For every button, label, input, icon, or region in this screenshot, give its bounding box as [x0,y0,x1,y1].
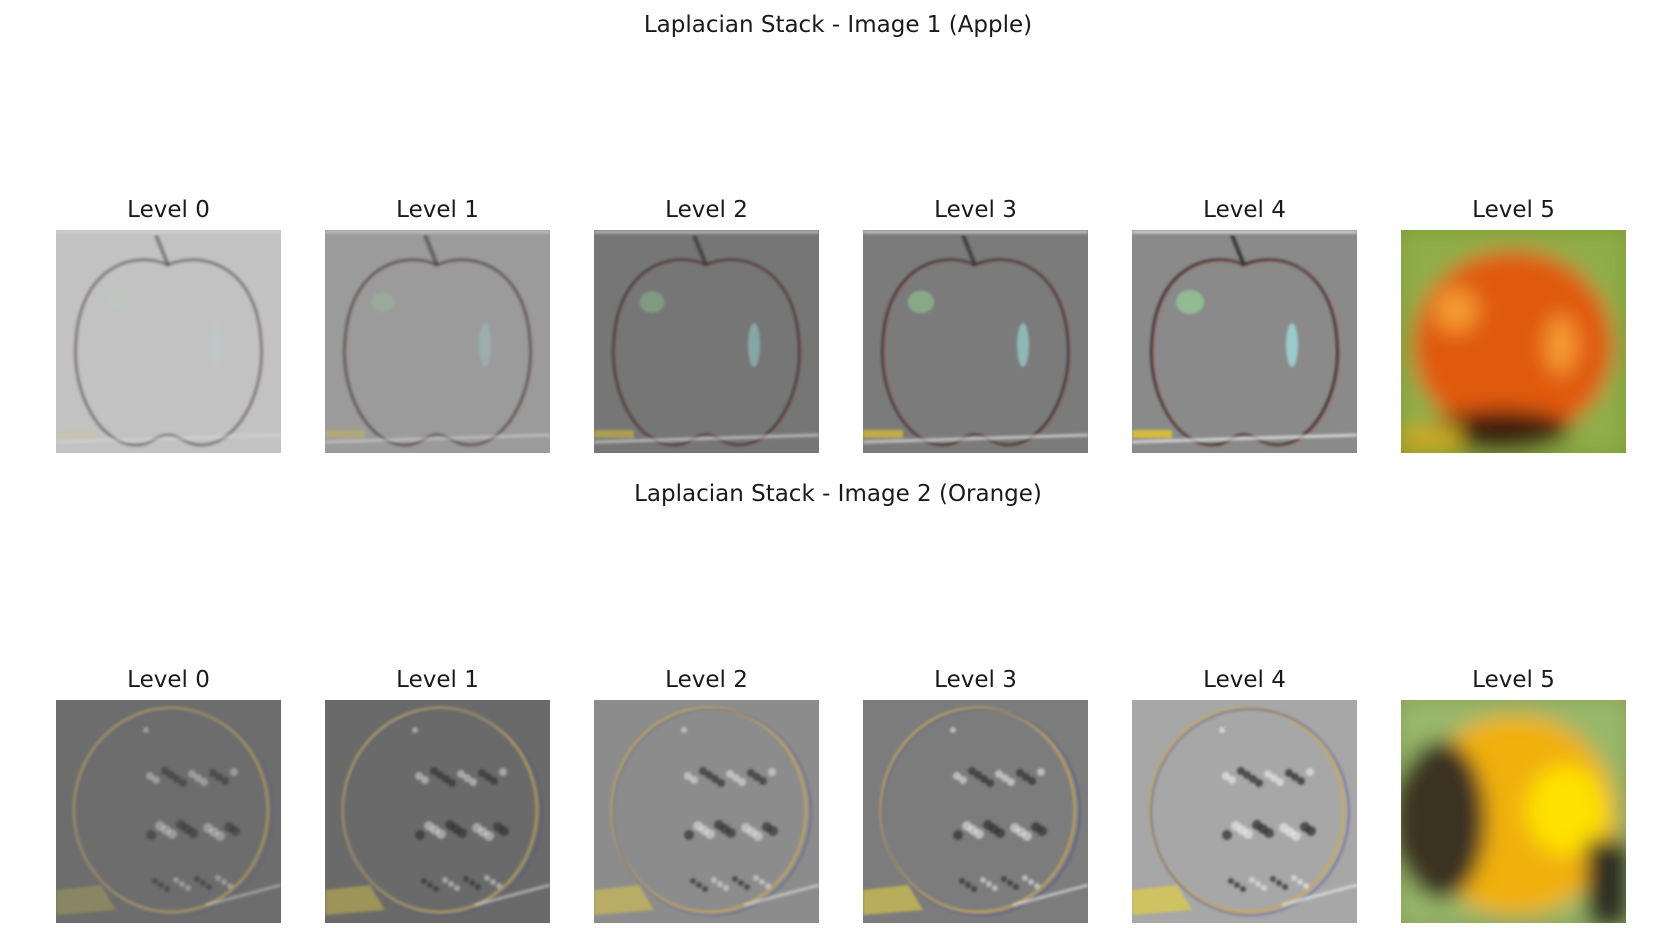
orange-level-image [863,700,1088,923]
apple-level-image [863,230,1088,453]
apple-level-image [1132,230,1357,453]
panel-title: Level 4 [1203,197,1286,223]
panel-title: Level 2 [665,667,748,693]
orange-level-image [325,700,550,923]
apple-level-image [1401,230,1626,453]
orange-level-image [1401,700,1626,923]
panel-title: Level 0 [127,667,210,693]
panel-title: Level 1 [396,197,479,223]
apple-level-image [594,230,819,453]
panel-title: Level 2 [665,197,748,223]
panel-title: Level 5 [1472,197,1555,223]
figure-title-apple: Laplacian Stack - Image 1 (Apple) [643,12,1033,38]
orange-level-image [1132,700,1357,923]
apple-level-image [325,230,550,453]
orange-level-image [594,700,819,923]
panel-title: Level 4 [1203,667,1286,693]
panel-title: Level 3 [934,197,1017,223]
panel-title: Level 3 [934,667,1017,693]
figure-title-orange: Laplacian Stack - Image 2 (Orange) [634,481,1042,507]
orange-level-image [56,700,281,923]
apple-level-image [56,230,281,453]
panel-title: Level 0 [127,197,210,223]
panel-title: Level 5 [1472,667,1555,693]
panel-title: Level 1 [396,667,479,693]
